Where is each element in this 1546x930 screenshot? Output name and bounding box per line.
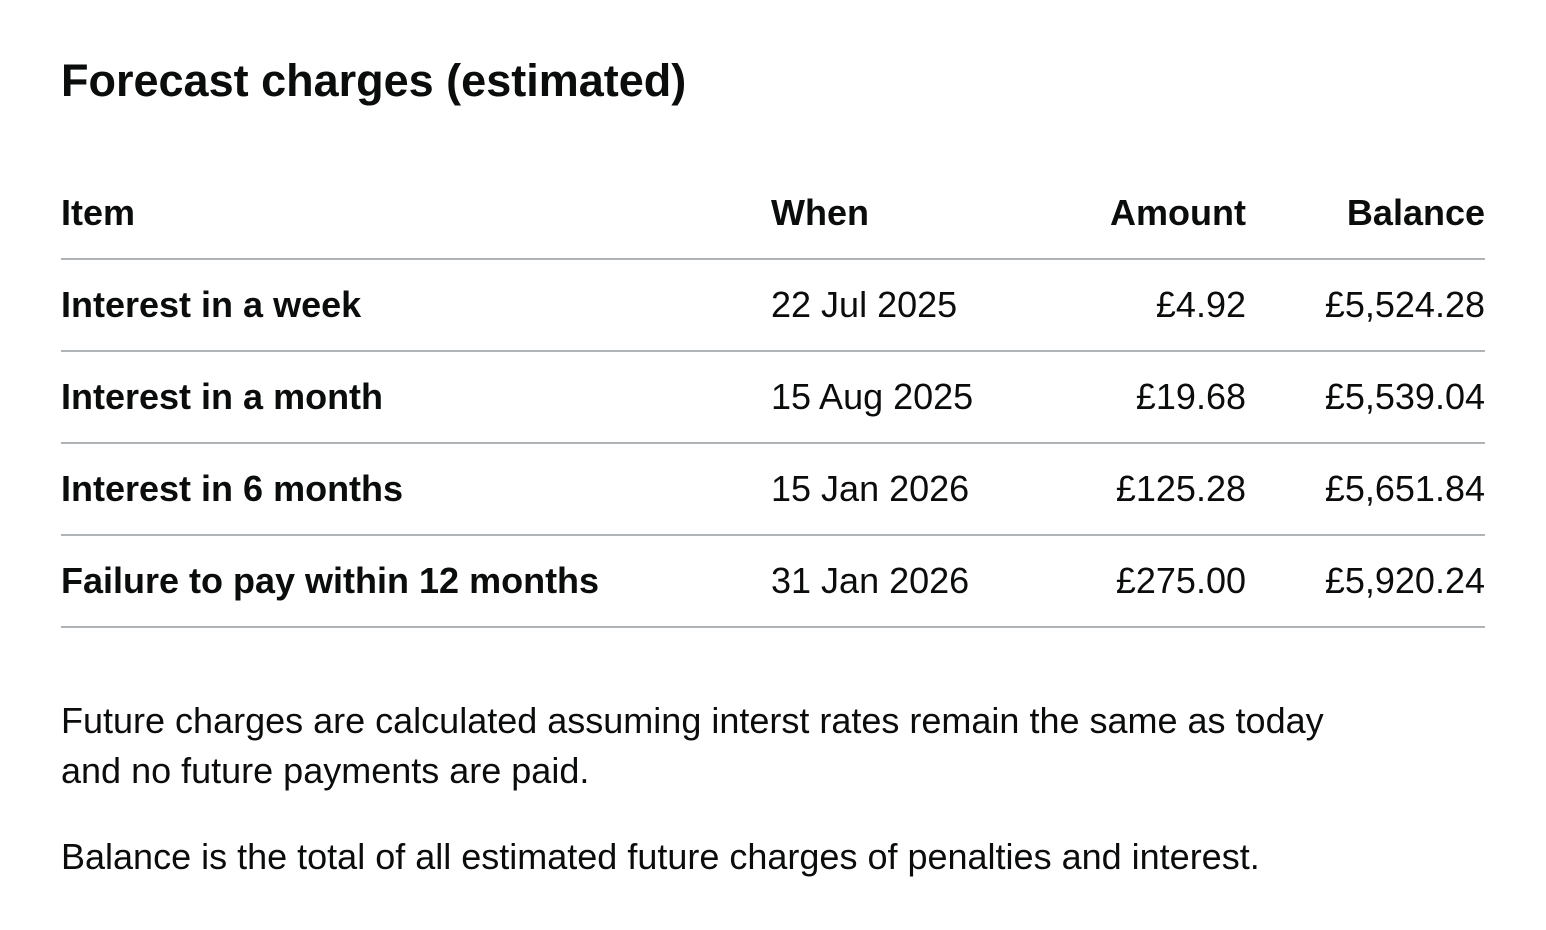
row-when: 15 Aug 2025 <box>771 351 1051 444</box>
row-balance: £5,539.04 <box>1246 351 1485 444</box>
row-when: 22 Jul 2025 <box>771 259 1051 352</box>
row-balance: £5,920.24 <box>1246 535 1485 628</box>
row-amount: £4.92 <box>1051 259 1246 352</box>
table-row: Interest in a month 15 Aug 2025 £19.68 £… <box>61 351 1485 444</box>
row-when: 31 Jan 2026 <box>771 535 1051 628</box>
row-when: 15 Jan 2026 <box>771 443 1051 536</box>
column-header-when: When <box>771 168 1051 260</box>
row-item: Interest in 6 months <box>61 443 771 536</box>
page-title: Forecast charges (estimated) <box>61 55 687 106</box>
row-item: Interest in a month <box>61 351 771 444</box>
table-row: Interest in a week 22 Jul 2025 £4.92 £5,… <box>61 259 1485 352</box>
row-amount: £125.28 <box>1051 443 1246 536</box>
column-header-item: Item <box>61 168 771 260</box>
note-balance-definition: Balance is the total of all estimated fu… <box>61 836 1260 877</box>
column-header-amount: Amount <box>1051 168 1246 260</box>
table-header-row: Item When Amount Balance <box>61 168 1485 260</box>
row-item: Interest in a week <box>61 259 771 352</box>
table-row: Interest in 6 months 15 Jan 2026 £125.28… <box>61 443 1485 536</box>
table-row: Failure to pay within 12 months 31 Jan 2… <box>61 535 1485 628</box>
forecast-charges-table: Item When Amount Balance Interest in a w… <box>61 168 1485 628</box>
row-balance: £5,524.28 <box>1246 259 1485 352</box>
row-item: Failure to pay within 12 months <box>61 535 771 628</box>
explanatory-notes: Future charges are calculated assuming i… <box>61 696 1361 882</box>
row-amount: £275.00 <box>1051 535 1246 628</box>
row-balance: £5,651.84 <box>1246 443 1485 536</box>
note-interest-assumption: Future charges are calculated assuming i… <box>61 700 1324 791</box>
row-amount: £19.68 <box>1051 351 1246 444</box>
column-header-balance: Balance <box>1246 168 1485 260</box>
